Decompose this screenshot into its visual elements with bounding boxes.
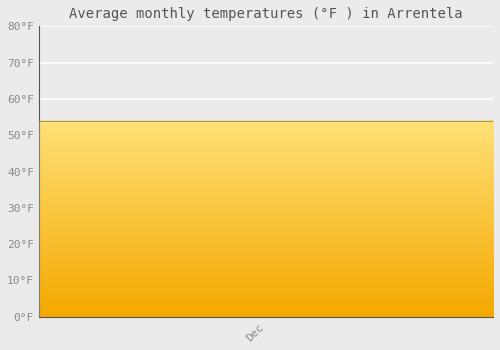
Title: Average monthly temperatures (°F ) in Arrentela: Average monthly temperatures (°F ) in Ar…	[69, 7, 462, 21]
Bar	[39, 121, 493, 317]
